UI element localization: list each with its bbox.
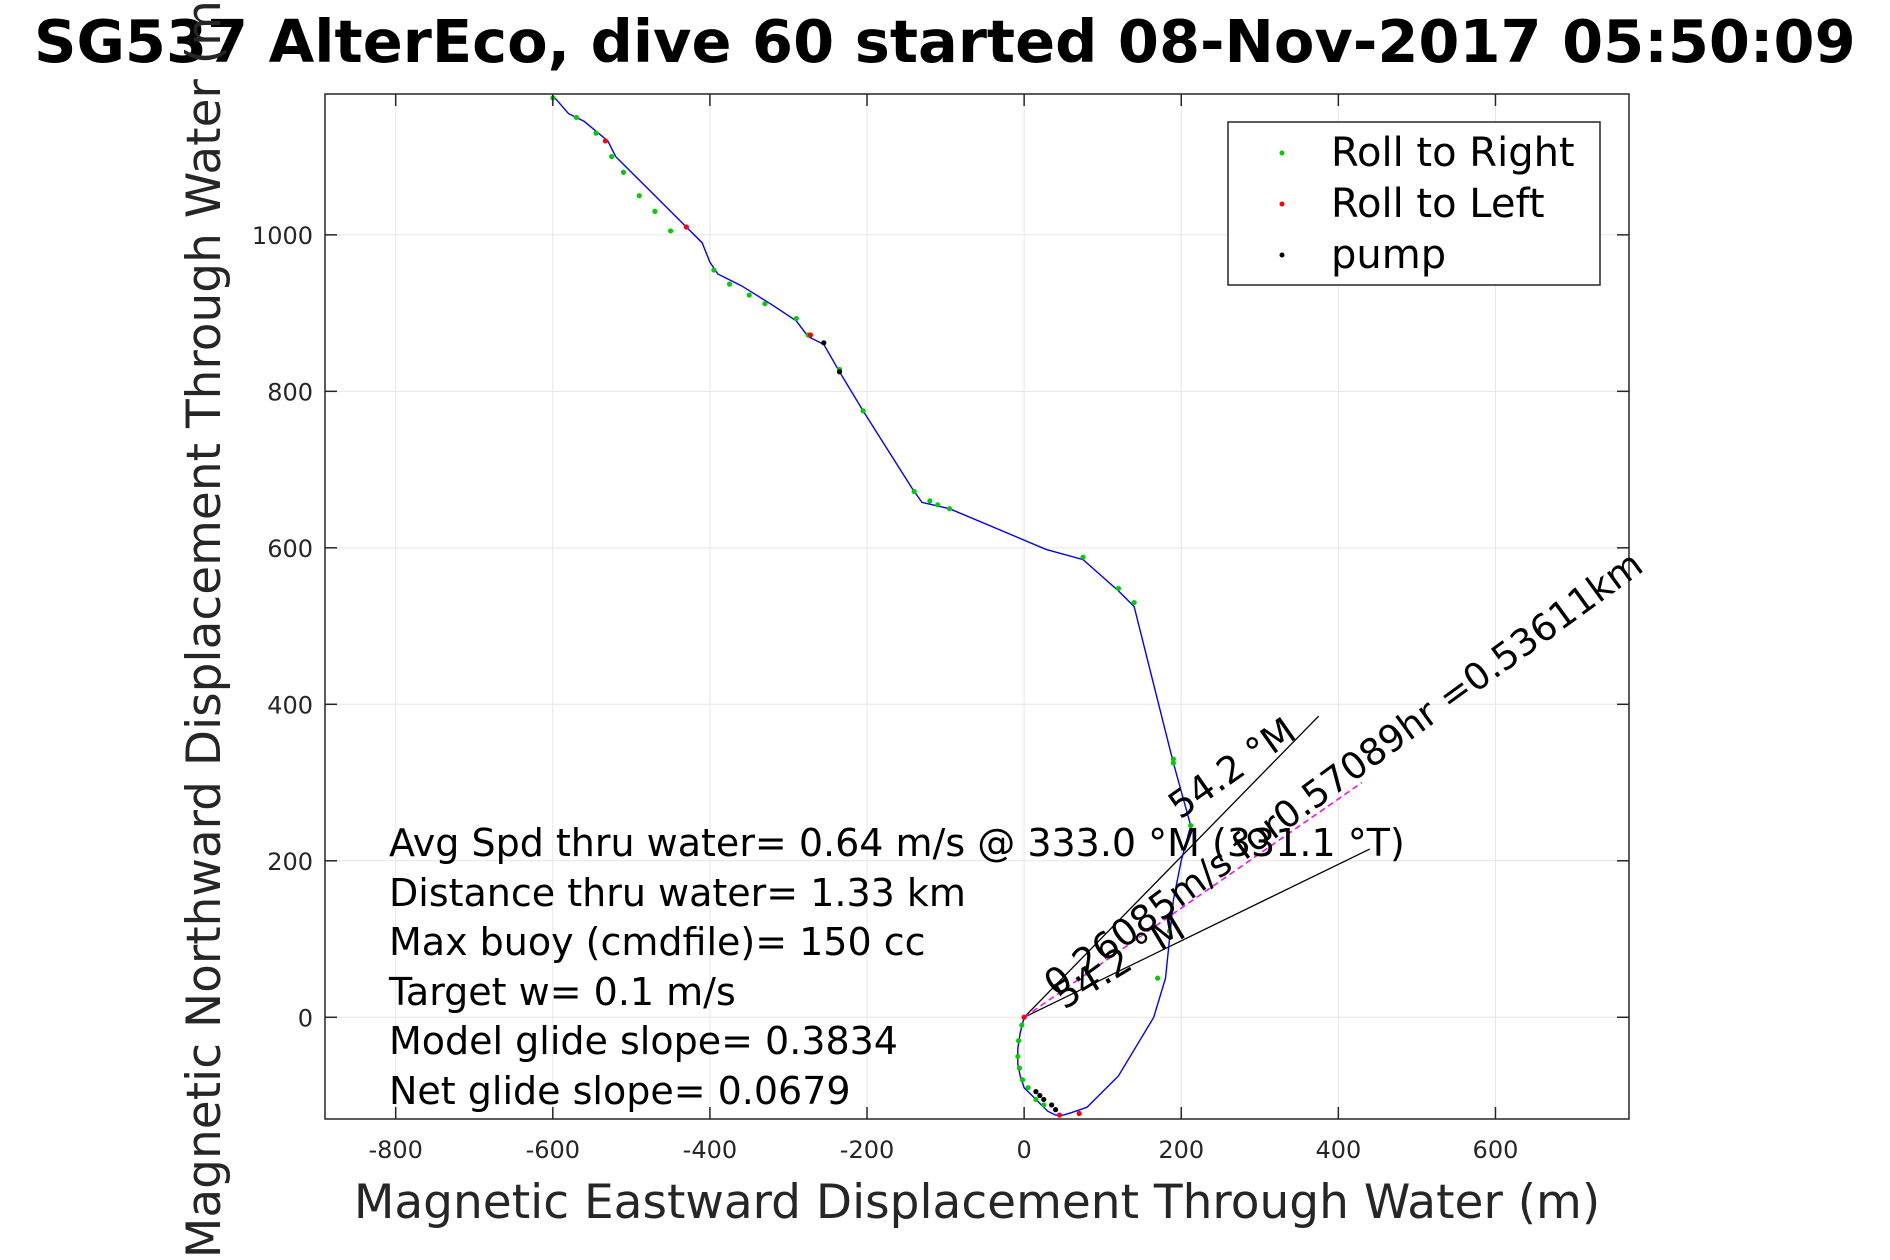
roll-right-point bbox=[1166, 928, 1173, 934]
roll-right-point bbox=[746, 292, 752, 298]
x-tick-label: 400 bbox=[1315, 1136, 1361, 1164]
x-tick-label: 0 bbox=[1016, 1136, 1031, 1164]
x-tick-label: 600 bbox=[1473, 1136, 1519, 1164]
legend-box bbox=[1227, 121, 1601, 286]
roll-right-point bbox=[1019, 1022, 1025, 1028]
pump-point bbox=[1033, 1089, 1039, 1095]
legend: Roll to Right Roll to Left pump bbox=[1227, 121, 1601, 286]
roll-right-point bbox=[860, 408, 866, 414]
legend-marker-roll-left bbox=[1279, 201, 1285, 207]
roll-right-point bbox=[1016, 1065, 1023, 1071]
roll-right-point bbox=[620, 169, 627, 175]
slanted-labels: 0.26085m/s for0.57089hr =0.53611km 54.2 … bbox=[1036, 542, 1651, 1017]
y-tick-label: 400 bbox=[267, 691, 313, 719]
roll-right-point bbox=[793, 315, 799, 322]
legend-label-roll-left: Roll to Left bbox=[1331, 181, 1545, 227]
roll-right-point bbox=[927, 498, 933, 504]
plot-points bbox=[550, 95, 1194, 1118]
x-tick-label: -800 bbox=[368, 1136, 422, 1164]
roll-right-point bbox=[1170, 756, 1176, 762]
wedge-line bbox=[1023, 848, 1371, 1018]
roll-right-point bbox=[1115, 585, 1121, 592]
roll-right-point bbox=[1015, 1053, 1021, 1060]
x-tick-label: -200 bbox=[840, 1136, 894, 1164]
roll-left-point bbox=[1076, 1110, 1082, 1117]
roll-left-point bbox=[1056, 1112, 1063, 1118]
annotation-distance: Distance thru water= 1.33 km bbox=[389, 871, 966, 915]
roll-left-point bbox=[807, 332, 814, 338]
roll-right-point bbox=[668, 228, 674, 234]
roll-right-point bbox=[946, 506, 953, 512]
roll-left-point bbox=[683, 224, 689, 230]
pump-point bbox=[821, 340, 827, 346]
annotation-net-glide: Net glide slope= 0.0679 bbox=[389, 1069, 851, 1113]
annotation-avg-speed: Avg Spd thru water= 0.64 m/s @ 333.0 °M … bbox=[389, 821, 1405, 865]
roll-right-point bbox=[1131, 599, 1137, 606]
wedge-line bbox=[1023, 715, 1320, 1018]
pump-point bbox=[1037, 1092, 1043, 1099]
roll-left-point bbox=[602, 138, 609, 144]
roll-right-point bbox=[573, 114, 579, 121]
current-vector-line bbox=[1023, 781, 1363, 1018]
axis-ticks bbox=[325, 94, 1629, 1119]
statistics-annotations: Avg Spd thru water= 0.64 m/s @ 333.0 °M … bbox=[388, 821, 1405, 1113]
roll-right-point bbox=[1155, 975, 1161, 981]
roll-right-point bbox=[1080, 554, 1086, 560]
x-axis-label: Magnetic Eastward Displacement Through W… bbox=[354, 1175, 1600, 1230]
x-tick-label: -600 bbox=[526, 1136, 580, 1164]
annotation-target-w: Target w= 0.1 m/s bbox=[388, 970, 736, 1014]
tick-labels: -800 -600 -400 -200 0 200 400 600 0 200 400 600 800 1… bbox=[252, 222, 1518, 1164]
roll-right-point bbox=[1033, 1096, 1039, 1103]
pump-point bbox=[1041, 1096, 1047, 1103]
y-axis-label: Magnetic Northward Displacement Through … bbox=[177, 0, 232, 1258]
y-tick-label: 0 bbox=[298, 1004, 313, 1032]
plot-frame bbox=[324, 93, 1630, 1120]
x-tick-label: -400 bbox=[683, 1136, 737, 1164]
roll-right-point bbox=[911, 488, 917, 495]
roll-right-point bbox=[593, 130, 599, 136]
legend-label-pump: pump bbox=[1331, 232, 1446, 278]
roll-right-point bbox=[652, 208, 658, 214]
pump-point bbox=[1049, 1102, 1055, 1108]
roll-right-point bbox=[1025, 1085, 1031, 1091]
legend-marker-roll-right bbox=[1279, 150, 1285, 156]
roll-right-point bbox=[935, 502, 941, 508]
y-tick-label: 600 bbox=[267, 535, 313, 563]
roll-right-point bbox=[1170, 760, 1176, 766]
roll-right-point bbox=[762, 301, 768, 307]
y-tick-label: 1000 bbox=[252, 222, 313, 250]
x-tick-label: 200 bbox=[1158, 1136, 1204, 1164]
chart-title: SG537 AlterEco, dive 60 started 08-Nov-2… bbox=[34, 7, 1856, 76]
y-tick-label: 800 bbox=[267, 378, 313, 406]
roll-right-point bbox=[636, 193, 642, 199]
roll-right-point bbox=[711, 267, 717, 273]
roll-right-point bbox=[726, 281, 733, 287]
legend-marker-pump bbox=[1279, 252, 1285, 258]
annotation-max-buoy: Max buoy (cmdfile)= 150 cc bbox=[389, 920, 926, 964]
pump-point bbox=[1052, 1107, 1059, 1113]
roll-right-point bbox=[1016, 1038, 1022, 1044]
roll-right-point bbox=[1188, 822, 1194, 829]
roll-left-point bbox=[1021, 1014, 1027, 1020]
roll-right-point bbox=[609, 153, 615, 160]
roll-right-point bbox=[1019, 1077, 1026, 1083]
annotation-model-glide: Model glide slope= 0.3834 bbox=[389, 1019, 898, 1063]
y-tick-label: 200 bbox=[267, 848, 313, 876]
legend-label-roll-right: Roll to Right bbox=[1331, 130, 1575, 176]
pump-point bbox=[836, 369, 843, 375]
roll-right-point bbox=[1041, 1102, 1047, 1108]
